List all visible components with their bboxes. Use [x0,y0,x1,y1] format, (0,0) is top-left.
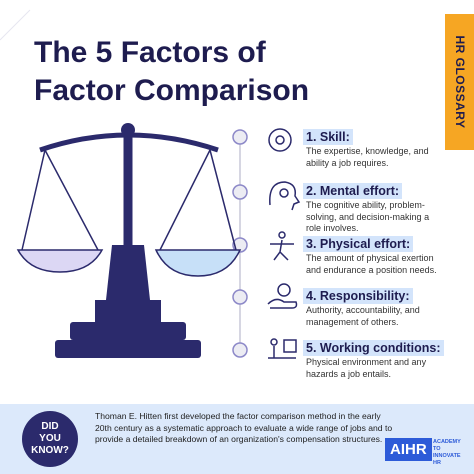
icon-conditions [268,338,297,359]
decor-line [0,9,31,41]
fact-text: Thoman E. Hitten first developed the fac… [95,411,393,444]
factor-description: Authority, accountability, and managemen… [306,305,420,327]
factor-description: The amount of physical exertion and endu… [306,253,437,275]
timeline-dots [232,129,248,358]
title: The 5 Factors of Factor Comparison [34,36,310,107]
dot [232,342,248,358]
factor-title: 5. Working conditions: [303,340,444,356]
factor-title: 4. Responsibility: [303,288,413,304]
icons [267,128,301,359]
dot [232,184,248,200]
tab-label: HR GLOSSARY [452,35,467,129]
factor-title: 1. Skill: [303,129,353,145]
icon-responsibility [267,283,298,309]
factor-description: Physical environment and any hazards a j… [306,357,427,379]
scale [16,123,242,358]
badge-label: DID YOU KNOW? [31,421,69,456]
icon-skill [268,128,292,152]
icon-physical [270,231,294,261]
logo-tagline: ACADEMY TO INNOVATE HR [433,439,461,466]
logo: AIHR [385,438,432,461]
badge: DID YOU KNOW? [22,411,78,467]
factor-title: 2. Mental effort: [303,183,403,199]
icon-mental [269,181,301,211]
tab: HR GLOSSARY [445,14,474,150]
dot [232,289,248,305]
dot [232,129,248,145]
factor-description: The cognitive ability, problem-solving, … [306,200,430,233]
factor-description: The expertise, knowledge, and ability a … [306,146,429,168]
factor-title: 3. Physical effort: [303,236,414,252]
dot [232,237,248,253]
